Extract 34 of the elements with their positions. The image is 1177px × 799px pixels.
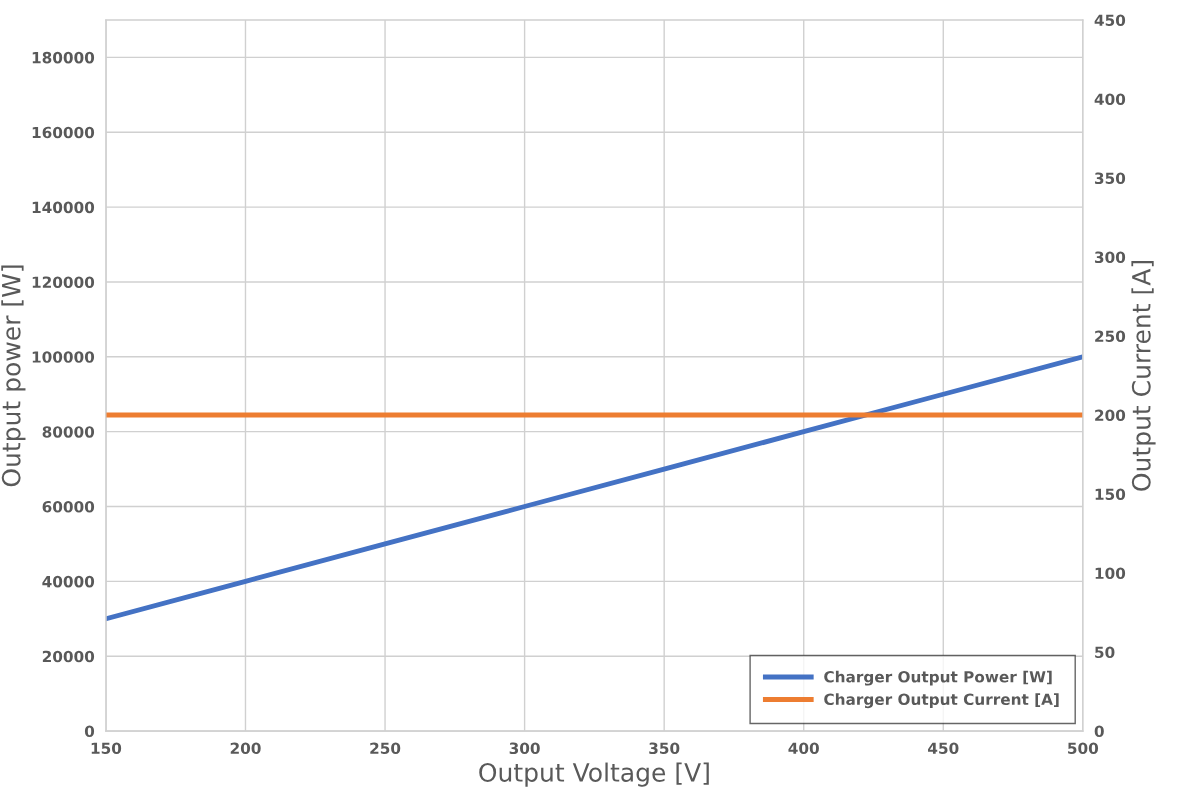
y2-axis-title: Output Current [A] bbox=[1131, 261, 1156, 491]
y2-tick-label: 100 bbox=[1095, 567, 1126, 580]
line-series bbox=[105, 354, 1083, 622]
x-tick-label: 450 bbox=[928, 742, 959, 755]
y-tick-label: 20000 bbox=[42, 650, 95, 663]
y-tick-label: 0 bbox=[84, 725, 95, 738]
x-tick-label: 400 bbox=[788, 742, 819, 755]
y2-tick-label: 400 bbox=[1094, 93, 1126, 106]
y2-tick-label: 250 bbox=[1095, 330, 1126, 343]
y2-tick-label: 150 bbox=[1095, 488, 1126, 501]
x-axis-title: Output Voltage [V] bbox=[479, 762, 709, 787]
y-axis-title: Output power [W] bbox=[1, 265, 26, 487]
y-tick-label: 100000 bbox=[32, 351, 95, 363]
x-tick-label: 200 bbox=[230, 742, 261, 755]
y2-tick-label: 300 bbox=[1094, 251, 1126, 264]
x-tick-label: 250 bbox=[370, 742, 401, 755]
y2-tick-label: 450 bbox=[1094, 14, 1126, 26]
y2-tick-label: 200 bbox=[1095, 409, 1126, 422]
y-tick-label: 80000 bbox=[42, 426, 95, 438]
y-tick-label: 140000 bbox=[32, 201, 95, 214]
x-tick-label: 150 bbox=[91, 742, 122, 755]
y-tick-label: 60000 bbox=[42, 500, 95, 513]
x-tick-label: 300 bbox=[509, 742, 540, 755]
legend-label: Charger Output Power [W] bbox=[824, 670, 1052, 686]
y-tick-label: 120000 bbox=[32, 276, 95, 288]
x-tick-label: 350 bbox=[649, 742, 680, 755]
y-tick-label: 40000 bbox=[42, 575, 95, 588]
y2-tick-label: 0 bbox=[1094, 725, 1104, 738]
y2-tick-label: 50 bbox=[1095, 646, 1115, 659]
y2-tick-label: 350 bbox=[1094, 172, 1126, 185]
y-tick-label: 160000 bbox=[32, 126, 95, 139]
y-tick-label: 180000 bbox=[32, 51, 95, 64]
x-tick-label: 500 bbox=[1068, 742, 1099, 755]
legend-label: Charger Output Current [A] bbox=[824, 693, 1059, 709]
